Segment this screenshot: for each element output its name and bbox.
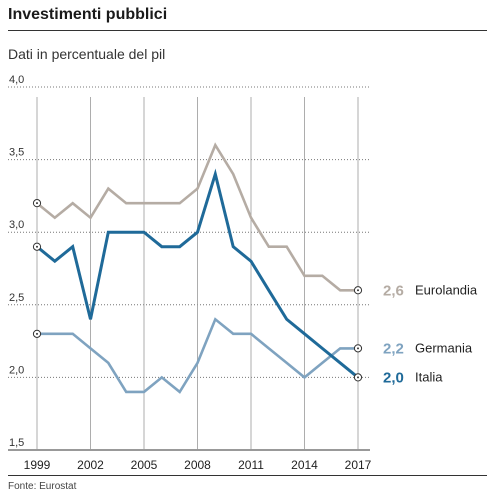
- y-tick-label: 4,0: [9, 74, 24, 86]
- series-line-italia: [36, 168, 359, 379]
- end-value-label-eurolandia: 2,6: [383, 282, 404, 299]
- series-line-eurolandia: [36, 142, 358, 292]
- end-value-label-italia: 2,0: [383, 369, 404, 386]
- x-tick-label: 2017: [345, 458, 372, 472]
- point-marker-dot-eurolandia: [357, 289, 359, 292]
- top-rule: [8, 30, 487, 31]
- y-tick-label: 3,0: [9, 219, 24, 231]
- series-name-label-eurolandia: Eurolandia: [415, 282, 478, 297]
- series-name-label-germania: Germania: [415, 340, 473, 355]
- point-marker-dot-italia: [36, 245, 38, 248]
- x-tick-label: 2005: [131, 458, 158, 472]
- source-note: Fonte: Eurostat: [8, 481, 77, 492]
- series-line-germania: [37, 317, 358, 394]
- x-tick-label: 2002: [77, 458, 104, 472]
- y-tick-label: 1,5: [9, 437, 24, 449]
- point-marker-dot-germania: [36, 332, 38, 335]
- y-tick-label: 2,0: [9, 364, 24, 376]
- x-tick-label: 1999: [24, 458, 51, 472]
- point-marker-dot-eurolandia: [36, 202, 38, 205]
- point-marker-dot-italia: [357, 376, 359, 379]
- x-tick-label: 2011: [238, 458, 264, 472]
- x-tick-label: 2014: [291, 458, 318, 472]
- y-tick-label: 2,5: [9, 292, 24, 304]
- series-name-label-italia: Italia: [415, 369, 443, 384]
- point-marker-dot-germania: [357, 347, 359, 350]
- chart-subtitle: Dati in percentuale del pil: [8, 46, 166, 62]
- chart-title: Investimenti pubblici: [8, 6, 168, 23]
- x-tick-label: 2008: [184, 458, 211, 472]
- end-value-label-germania: 2,2: [383, 340, 404, 357]
- bottom-rule: [8, 475, 487, 476]
- y-tick-label: 3,5: [9, 147, 24, 159]
